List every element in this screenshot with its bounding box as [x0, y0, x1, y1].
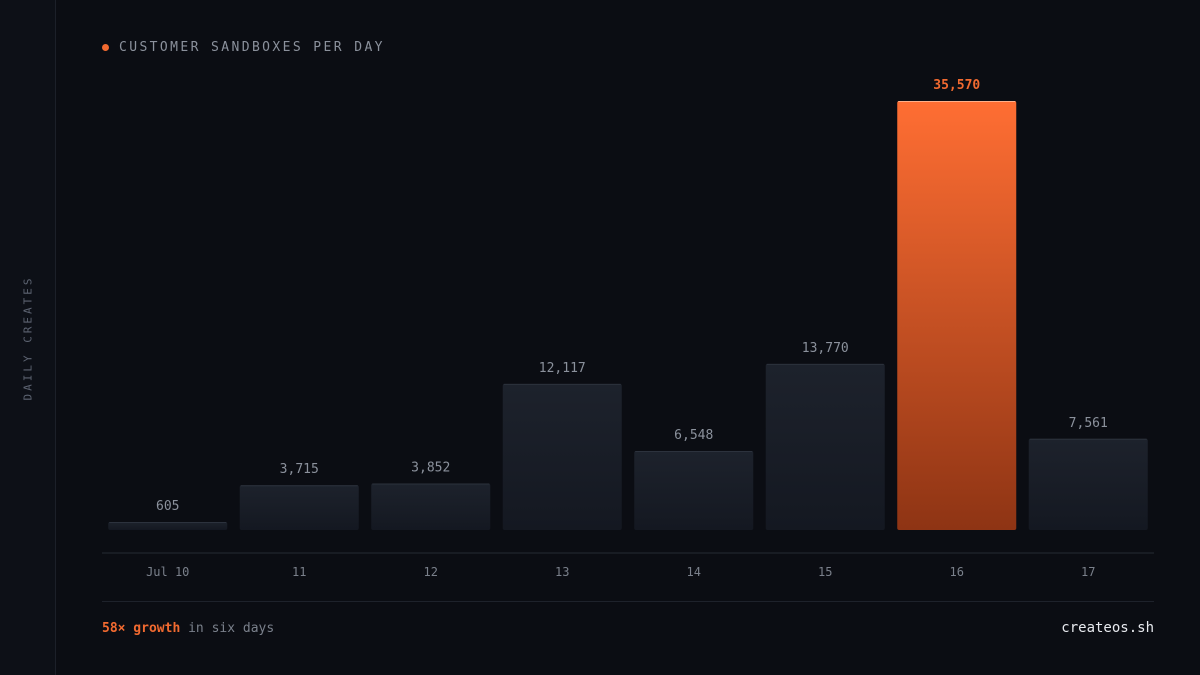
x-tick-label: 15 [818, 565, 832, 579]
chart-title-row: CUSTOMER SANDBOXES PER DAY [102, 39, 385, 55]
x-tick-label: Jul 10 [146, 565, 189, 579]
data-label: 12,117 [539, 361, 586, 376]
data-label: 3,852 [411, 461, 450, 476]
growth-rest: in six days [188, 621, 275, 636]
data-label: 35,570 [933, 78, 980, 93]
data-label: 13,770 [802, 341, 849, 356]
side-rail: DAILY CREATES [0, 0, 56, 675]
x-tick-label: 13 [555, 565, 569, 579]
x-tick-label: 16 [950, 565, 964, 579]
bar [1028, 438, 1148, 530]
data-label: 6,548 [674, 428, 713, 443]
brand-link[interactable]: createos.sh [1061, 620, 1154, 636]
bar [239, 485, 359, 530]
bar [502, 383, 622, 530]
bar [108, 522, 228, 530]
chart-title: CUSTOMER SANDBOXES PER DAY [119, 39, 385, 55]
bar [371, 483, 491, 530]
data-label: 3,715 [280, 462, 319, 477]
x-tick-label: 11 [292, 565, 306, 579]
x-tick-label: 14 [687, 565, 701, 579]
x-tick-label: 17 [1081, 565, 1095, 579]
x-tick-label: 12 [424, 565, 438, 579]
bar-highlight [897, 101, 1017, 530]
footer-divider [102, 601, 1154, 602]
data-label: 7,561 [1069, 416, 1108, 431]
data-label: 605 [156, 499, 179, 514]
accent-dot-icon [102, 43, 109, 51]
growth-highlight: 58× growth [102, 621, 181, 636]
bar [634, 451, 754, 530]
bar [765, 363, 885, 530]
growth-caption: 58× growth in six days [102, 621, 274, 636]
